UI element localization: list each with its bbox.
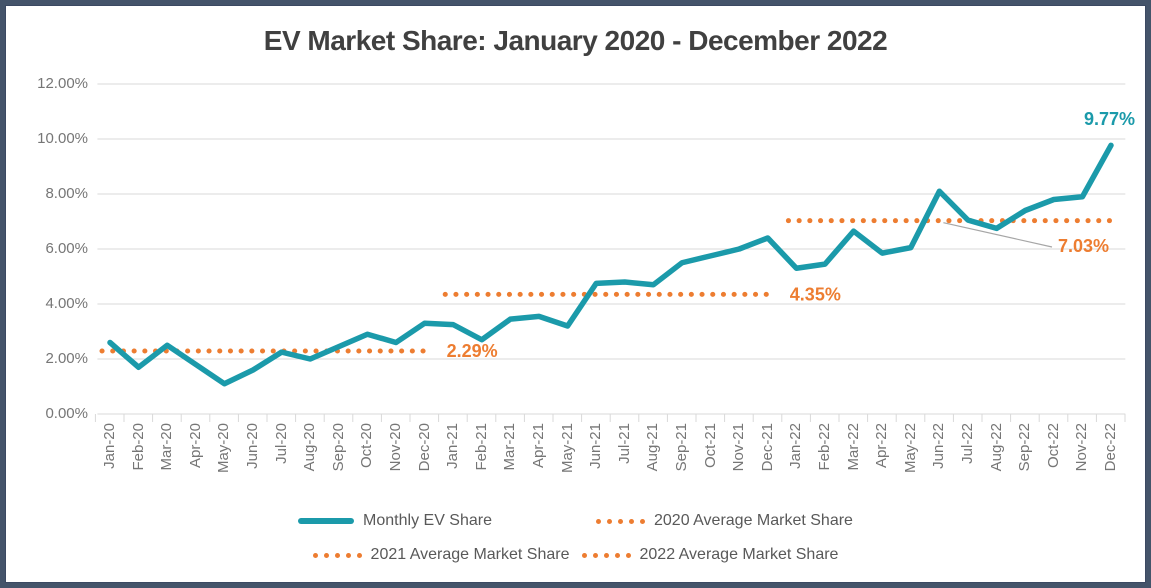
x-tick-label: Apr-22 xyxy=(873,423,891,469)
legend-label: Monthly EV Share xyxy=(363,512,492,529)
legend-item-2022-average: 2022 Average Market Share xyxy=(581,546,839,564)
x-tick-label: May-21 xyxy=(558,423,576,474)
x-tick-label: May-20 xyxy=(215,423,233,474)
legend-dot xyxy=(356,552,362,558)
x-tick-label: Oct-22 xyxy=(1044,423,1062,469)
x-tick-label: Mar-20 xyxy=(158,423,176,471)
legend-dot xyxy=(607,518,612,524)
x-tick-label: Sep-22 xyxy=(1016,423,1034,472)
legend-label: 2022 Average Market Share xyxy=(639,546,839,563)
x-tick-label: Jul-21 xyxy=(615,423,633,464)
y-tick-label: 8.00% xyxy=(45,185,88,202)
legend-dot xyxy=(614,552,620,558)
x-tick-label: Aug-22 xyxy=(987,423,1005,472)
data-label-2.29%: 2.29% xyxy=(447,341,498,361)
x-tick-label: Jan-21 xyxy=(444,423,462,469)
x-tick-label: Jul-20 xyxy=(272,423,290,464)
legend-dot xyxy=(592,552,598,558)
monthly-ev-share-line xyxy=(107,142,1114,387)
chart-legend: Monthly EV Share 2020 Average Market Sha… xyxy=(5,506,1146,570)
legend-dot xyxy=(640,518,645,524)
x-tick-label: Nov-21 xyxy=(730,423,748,472)
x-tick-label: Aug-21 xyxy=(644,423,662,472)
x-tick-label: Jan-22 xyxy=(787,423,805,469)
legend-dot xyxy=(625,552,631,558)
x-tick-label: Dec-22 xyxy=(1102,423,1119,472)
y-tick-label: 2.00% xyxy=(45,350,88,367)
legend-dot xyxy=(596,518,601,524)
x-tick-label: May-22 xyxy=(901,423,919,474)
leader-line xyxy=(943,222,1053,248)
y-tick-label: 12.00% xyxy=(37,75,88,92)
legend-dot xyxy=(618,518,623,524)
x-tick-label: Mar-21 xyxy=(501,423,519,471)
x-tick-label: Sep-20 xyxy=(329,423,347,472)
legend-label: 2020 Average Market Share xyxy=(654,512,853,529)
y-tick-label: 6.00% xyxy=(45,240,88,257)
x-tick-label: Oct-20 xyxy=(358,423,376,469)
legend-dot xyxy=(312,552,318,558)
legend-dots-swatch xyxy=(312,552,362,558)
legend-dots-swatch xyxy=(596,518,645,524)
y-tick-label: 0.00% xyxy=(45,405,88,422)
y-tick-label: 4.00% xyxy=(45,295,88,312)
legend-dot xyxy=(603,552,609,558)
x-tick-label: Oct-21 xyxy=(701,423,719,469)
legend-item-monthly-ev-share: Monthly EV Share xyxy=(298,512,492,530)
legend-row-2: 2021 Average Market Share 2022 Average M… xyxy=(5,540,1146,570)
chart-title: EV Market Share: January 2020 - December… xyxy=(263,25,888,56)
x-tick-label: Jun-20 xyxy=(244,423,261,469)
legend-row-1: Monthly EV Share 2020 Average Market Sha… xyxy=(5,506,1146,536)
legend-dot xyxy=(629,518,634,524)
legend-dot xyxy=(323,552,329,558)
x-tick-label: Jun-21 xyxy=(587,423,605,469)
legend-line-swatch xyxy=(298,518,355,524)
x-tick-label: Feb-22 xyxy=(816,423,833,471)
x-tick-label: Jan-20 xyxy=(101,423,118,469)
data-label-7.03%: 7.03% xyxy=(1058,236,1109,256)
x-tick-label: Sep-21 xyxy=(673,423,690,472)
x-tick-label: Apr-21 xyxy=(530,423,547,469)
legend-dot xyxy=(581,552,587,558)
x-tick-label: Jul-22 xyxy=(959,423,976,464)
x-tick-label: Dec-20 xyxy=(415,423,433,472)
legend-item-2020-average: 2020 Average Market Share xyxy=(596,512,853,530)
x-tick-label: Nov-20 xyxy=(387,423,404,472)
x-tick-label: Nov-22 xyxy=(1073,423,1091,472)
legend-dot xyxy=(345,552,351,558)
legend-item-2021-average: 2021 Average Market Share xyxy=(312,546,570,564)
x-tick-label: Feb-21 xyxy=(472,423,490,471)
x-tick-label: Mar-22 xyxy=(844,423,862,471)
legend-dot xyxy=(334,552,340,558)
legend-label: 2021 Average Market Share xyxy=(370,546,570,563)
legend-dots-swatch xyxy=(581,552,631,558)
x-tick-label: Dec-21 xyxy=(758,423,776,472)
x-tick-label: Feb-20 xyxy=(129,423,147,471)
x-tick-label: Jun-22 xyxy=(930,423,948,469)
data-label-4.35%: 4.35% xyxy=(790,284,841,304)
data-label-9.77%: 9.77% xyxy=(1084,109,1135,129)
x-tick-label: Aug-20 xyxy=(301,423,319,472)
x-tick-label: Apr-20 xyxy=(186,423,204,469)
y-tick-label: 10.00% xyxy=(37,130,88,147)
